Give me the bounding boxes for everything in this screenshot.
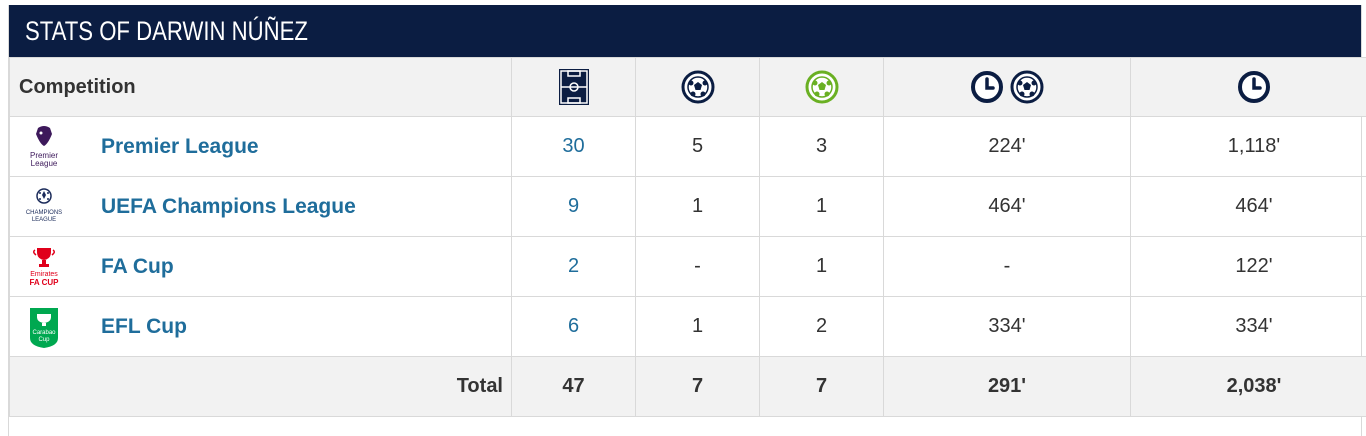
champions-league-logo: CHAMPIONS LEAGUE bbox=[24, 184, 64, 230]
page-title: STATS OF DARWIN NÚÑEZ bbox=[25, 15, 308, 46]
assist-ball-icon bbox=[805, 70, 838, 104]
svg-text:CHAMPIONS: CHAMPIONS bbox=[26, 210, 62, 216]
stats-panel: STATS OF DARWIN NÚÑEZ Competition bbox=[8, 5, 1366, 436]
competition-link[interactable]: EFL Cup bbox=[101, 314, 187, 338]
svg-text:League: League bbox=[31, 159, 58, 168]
svg-text:FA CUP: FA CUP bbox=[29, 278, 59, 287]
competition-cell: CHAMPIONS LEAGUE UEFA Champions League bbox=[9, 176, 512, 237]
minutes-played-value: 1,118' bbox=[1130, 116, 1366, 177]
total-appearances: 47 bbox=[511, 356, 636, 417]
appearances-link[interactable]: 30 bbox=[511, 116, 636, 177]
efl-cup-logo: Carabao Cup bbox=[24, 304, 64, 350]
competition-cell: Emirates FA CUP FA Cup bbox=[9, 236, 512, 297]
total-assists: 7 bbox=[759, 356, 884, 417]
fa-cup-logo: Emirates FA CUP bbox=[24, 244, 64, 290]
appearances-link[interactable]: 6 bbox=[511, 296, 636, 357]
total-goals: 7 bbox=[635, 356, 760, 417]
svg-text:Carabao: Carabao bbox=[32, 330, 56, 336]
minutes-per-goal-value: 224' bbox=[883, 116, 1131, 177]
goals-header bbox=[635, 57, 760, 117]
assists-header bbox=[759, 57, 884, 117]
total-minutes-per-goal: 291' bbox=[883, 356, 1131, 417]
competition-link[interactable]: UEFA Champions League bbox=[101, 194, 356, 218]
table-header-row: Competition bbox=[9, 57, 1366, 117]
table-row: Carabao Cup EFL Cup 6 1 2 334' 334' bbox=[9, 296, 1366, 357]
stats-table: Competition bbox=[9, 57, 1366, 417]
minutes-played-value: 122' bbox=[1130, 236, 1366, 297]
minutes-per-goal-value: 334' bbox=[883, 296, 1131, 357]
svg-text:Cup: Cup bbox=[38, 337, 50, 343]
competition-cell: Carabao Cup EFL Cup bbox=[9, 296, 512, 357]
appearances-link[interactable]: 9 bbox=[511, 176, 636, 237]
minutes-played-value: 334' bbox=[1130, 296, 1366, 357]
total-label: Total bbox=[9, 356, 512, 417]
goal-ball-icon bbox=[681, 70, 714, 104]
assists-value: 1 bbox=[759, 236, 884, 297]
goals-value: 5 bbox=[635, 116, 760, 177]
goals-value: 1 bbox=[635, 296, 760, 357]
title-bar: STATS OF DARWIN NÚÑEZ bbox=[9, 5, 1361, 57]
assists-value: 2 bbox=[759, 296, 884, 357]
total-minutes-played: 2,038' bbox=[1130, 356, 1366, 417]
premier-league-logo: Premier League bbox=[24, 124, 64, 170]
clock-icon bbox=[971, 71, 1003, 103]
competition-header: Competition bbox=[9, 57, 512, 117]
total-row: Total 47 7 7 291' 2,038' bbox=[9, 356, 1366, 417]
minutes-played-header bbox=[1130, 57, 1366, 117]
appearances-header bbox=[511, 57, 636, 117]
competition-link[interactable]: Premier League bbox=[101, 134, 259, 158]
pitch-appearances-icon bbox=[558, 69, 589, 105]
appearances-link[interactable]: 2 bbox=[511, 236, 636, 297]
assists-value: 1 bbox=[759, 176, 884, 237]
competition-cell: Premier League Premier League bbox=[9, 116, 512, 177]
table-row: Emirates FA CUP FA Cup 2 - 1 - 122' bbox=[9, 236, 1366, 297]
minutes-per-goal-header bbox=[883, 57, 1131, 117]
table-row: CHAMPIONS LEAGUE UEFA Champions League 9… bbox=[9, 176, 1366, 237]
svg-text:Premier: Premier bbox=[30, 151, 58, 160]
svg-text:LEAGUE: LEAGUE bbox=[32, 217, 56, 223]
minutes-per-goal-value: - bbox=[883, 236, 1131, 297]
assists-value: 3 bbox=[759, 116, 884, 177]
clock-icon bbox=[1238, 71, 1270, 103]
goal-ball-icon bbox=[1010, 70, 1044, 104]
table-row: Premier League Premier League 30 5 3 224… bbox=[9, 116, 1366, 177]
svg-text:Emirates: Emirates bbox=[30, 271, 58, 278]
minutes-played-value: 464' bbox=[1130, 176, 1366, 237]
goals-value: - bbox=[635, 236, 760, 297]
goals-value: 1 bbox=[635, 176, 760, 237]
competition-link[interactable]: FA Cup bbox=[101, 254, 174, 278]
minutes-per-goal-value: 464' bbox=[883, 176, 1131, 237]
